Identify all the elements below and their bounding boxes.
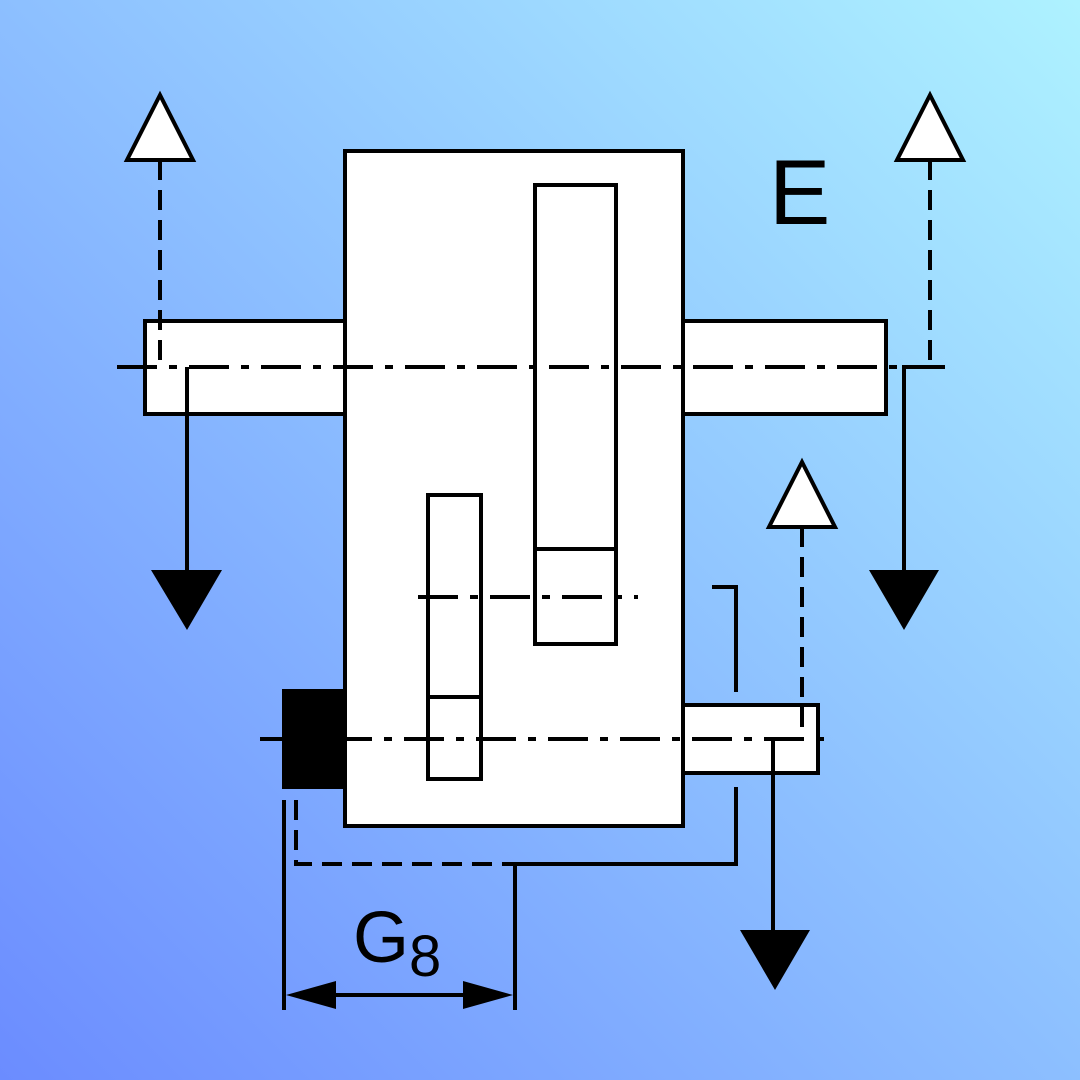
dimension-subscript: 8 xyxy=(409,924,441,989)
right-bracket xyxy=(712,585,738,692)
dimension-letter: G xyxy=(353,898,409,978)
dimension-label: G8 xyxy=(353,898,441,989)
output-down-arrow-icon xyxy=(740,930,810,990)
output-up-arrow-icon xyxy=(765,457,839,529)
dimension-arrow-left-icon xyxy=(286,981,336,1009)
left-down-arrow-icon xyxy=(151,570,222,630)
right-down-arrow-icon xyxy=(869,570,939,630)
small-gear xyxy=(426,493,483,781)
right-up-arrow-icon xyxy=(893,90,967,162)
left-up-dashed-line xyxy=(145,160,162,369)
right-down-line xyxy=(902,365,920,575)
large-gear xyxy=(533,183,618,646)
label-e: E xyxy=(769,142,830,244)
right-up-dashed-line xyxy=(928,160,945,369)
left-up-arrow-icon xyxy=(123,90,197,162)
dimension-arrow-right-icon xyxy=(463,981,513,1009)
reference-step-line xyxy=(513,787,738,1010)
gearbox-housing xyxy=(343,149,685,828)
hidden-outline xyxy=(294,800,515,866)
